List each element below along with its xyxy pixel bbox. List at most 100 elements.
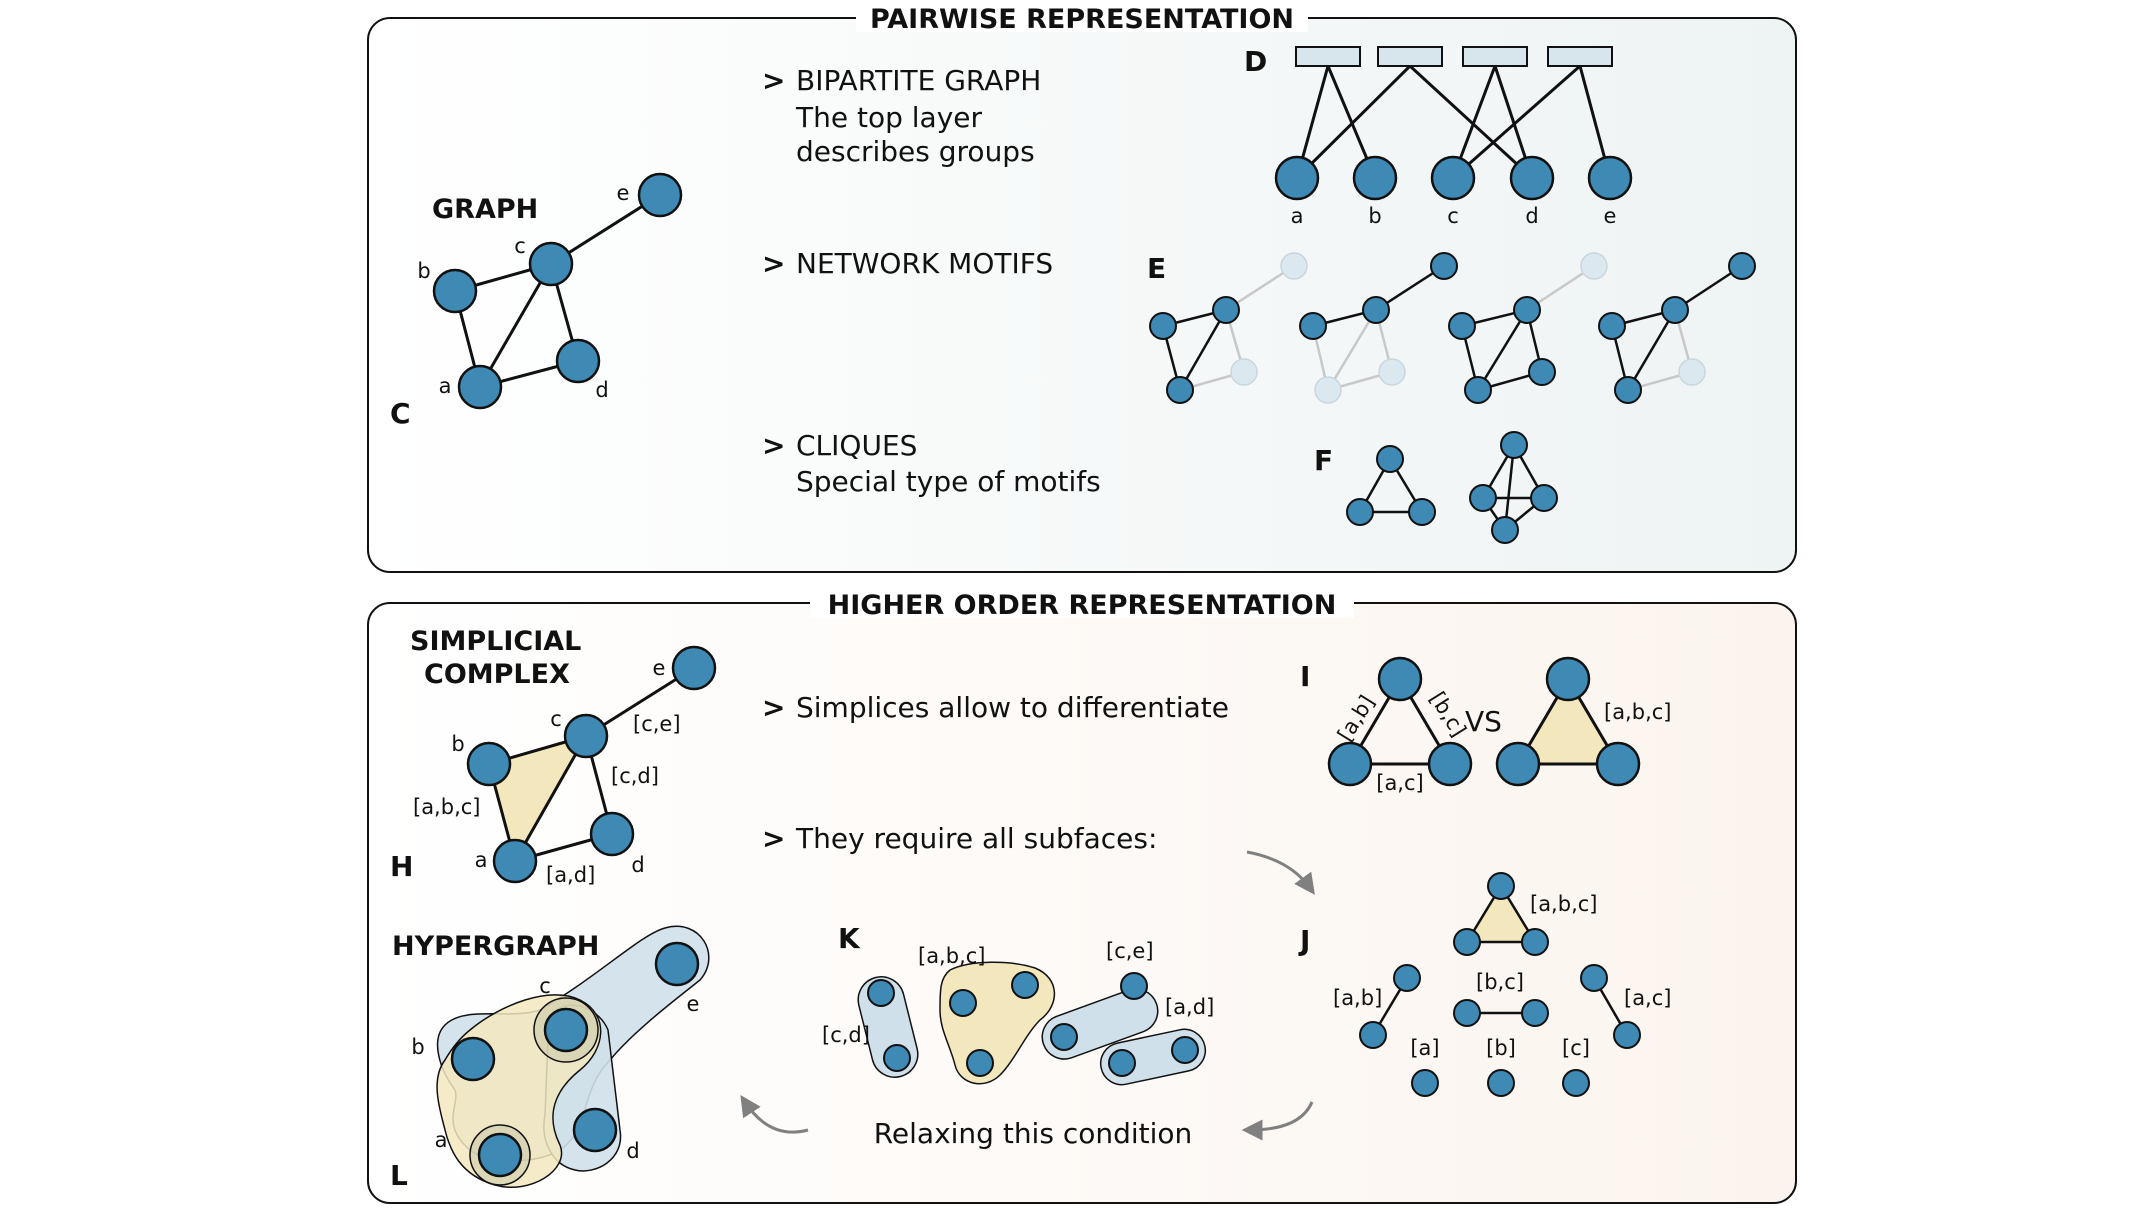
edge-label-ad: [a,d] (546, 863, 595, 887)
bipartite-group-boxes (1295, 46, 1613, 67)
label-a: [a] (1410, 1036, 1439, 1060)
tri2-node (1545, 656, 1591, 702)
arrow-to-hypergraph (740, 1094, 809, 1134)
panel-letter-d: D (1244, 45, 1267, 78)
motif-2 (1299, 252, 1458, 404)
filled-triangle-face (1515, 676, 1621, 766)
faded-node (1580, 252, 1608, 280)
group-box-3 (1462, 46, 1528, 67)
j-node (1393, 964, 1421, 992)
node-d (589, 811, 635, 857)
higher-order-panel: HIGHER ORDER REPRESENTATION SIMPLICIAL C… (367, 588, 1797, 1204)
clique4-node (1500, 431, 1528, 459)
clique4-node (1491, 516, 1519, 544)
label-ad: [a,d] (1165, 995, 1214, 1019)
node-c (543, 1007, 589, 1053)
clique3-node (1376, 445, 1404, 473)
differentiate-text: > Simplices allow to differentiate (762, 691, 1229, 724)
bip-node-a (1274, 155, 1320, 201)
subfaces-j: J [a,b,c] [a,b] [b,c] [a,c] [a] (1298, 872, 1671, 1097)
edge (1626, 309, 1677, 391)
pairwise-panel-title: PAIRWISE REPRESENTATION (870, 4, 1294, 35)
node-label-a: a (435, 1128, 448, 1152)
j-node (1521, 999, 1549, 1027)
node-label-e: e (617, 181, 630, 205)
j-node (1453, 999, 1481, 1027)
k-node (949, 989, 977, 1017)
j-node (1487, 872, 1515, 900)
node-label-e: e (653, 656, 666, 680)
motifs-heading: NETWORK MOTIFS (796, 247, 1053, 280)
node-e (637, 172, 683, 218)
arrow-to-relax (1241, 1101, 1314, 1141)
k-node (867, 979, 895, 1007)
pairwise-panel: PAIRWISE REPRESENTATION GRAPH C a b (367, 2, 1797, 573)
simplicial-title-line2: COMPLEX (424, 659, 570, 690)
vs-label: VS (1465, 705, 1502, 738)
motif-node (1513, 296, 1541, 324)
bip-edge (1452, 64, 1581, 180)
simplicial-h: SIMPLICIAL COMPLEX H a b c d (390, 626, 717, 887)
faded-edge (1326, 309, 1378, 391)
bip-label-e: e (1604, 204, 1617, 228)
node-a (477, 1132, 523, 1178)
node-label-a: a (439, 374, 452, 398)
subfaces-line: They require all subfaces: (795, 822, 1157, 855)
node-c (528, 241, 574, 287)
motif-node (1598, 312, 1626, 340)
faded-node (1280, 252, 1308, 280)
relax-caption: Relaxing this condition (874, 1117, 1193, 1150)
bipartite-nodes (1274, 155, 1633, 201)
edge (1476, 309, 1529, 391)
simplicial-title-line1: SIMPLICIAL (410, 626, 581, 657)
graph-title: GRAPH (432, 194, 538, 225)
bip-label-c: c (1447, 204, 1459, 228)
motif-1 (1149, 252, 1308, 404)
panel-letter-l: L (390, 1159, 408, 1192)
j-node (1613, 1021, 1641, 1049)
node-label-d: d (626, 1139, 639, 1163)
motif-node (1430, 252, 1458, 280)
k-node (1171, 1036, 1199, 1064)
cliques-marker: > (762, 429, 785, 462)
k-node (883, 1044, 911, 1072)
label-cd: [c,d] (822, 1023, 870, 1047)
faded-node (1314, 376, 1342, 404)
graph-c-nodes (432, 172, 683, 410)
bip-node-b (1352, 155, 1398, 201)
edge-label-ce: [c,e] (633, 712, 681, 736)
edge-a-c (513, 735, 588, 862)
cliques-line1: Special type of motifs (796, 465, 1101, 498)
k-node (1011, 971, 1039, 999)
node-label-c: c (539, 974, 551, 998)
edge-a-c (478, 263, 553, 388)
subface-abc (1464, 883, 1538, 944)
faded-node (1678, 358, 1706, 386)
group-box-1 (1295, 46, 1361, 67)
panel-letter-c: C (390, 397, 411, 430)
label-c: [c] (1562, 1036, 1590, 1060)
faded-node (1230, 358, 1258, 386)
tri1-node (1427, 741, 1473, 787)
tri2-node (1595, 741, 1641, 787)
edge-label-ac: [a,c] (1376, 771, 1423, 795)
panel-letter-k: K (838, 922, 861, 955)
edge (1178, 309, 1228, 391)
panel-letter-f: F (1314, 444, 1333, 477)
label-abc: [a,b,c] (1530, 892, 1597, 916)
bipartite-line1: The top layer (795, 101, 982, 134)
panel-letter-h: H (390, 850, 413, 883)
subfaces-marker: > (762, 822, 785, 855)
motif-node (1212, 296, 1240, 324)
tri2-node (1495, 741, 1541, 787)
node-b (450, 1036, 496, 1082)
j-node (1359, 1021, 1387, 1049)
subface-c (1562, 1069, 1590, 1097)
j-node (1580, 964, 1608, 992)
bipartite-edges (1295, 64, 1612, 180)
panel-letter-i: I (1300, 660, 1310, 693)
bipartite-d: D (1244, 45, 1633, 228)
bip-node-e (1587, 155, 1633, 201)
hypergraph-title: HYPERGRAPH (392, 931, 599, 962)
